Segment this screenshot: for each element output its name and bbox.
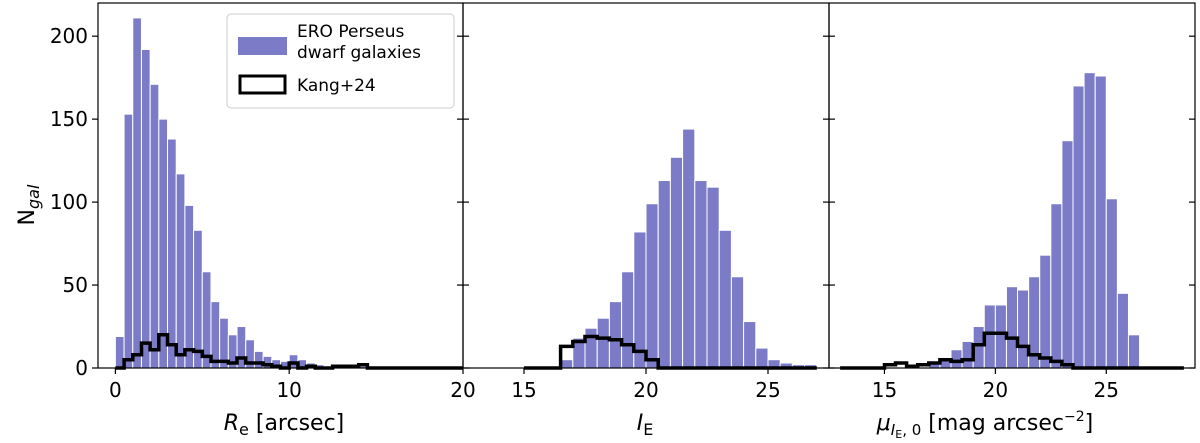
histogram-bar <box>669 156 684 369</box>
y-axis-label: Ngal <box>15 184 43 225</box>
y-tick-label: 50 <box>63 273 88 297</box>
histogram-bar <box>1094 75 1107 369</box>
histogram-bar <box>140 48 151 369</box>
histogram-bar <box>1005 286 1019 369</box>
histogram-bar <box>1061 140 1074 369</box>
histogram-bar <box>132 17 142 369</box>
legend-label-ero-line2: dwarf galaxies <box>297 43 421 63</box>
y-axis-label-sub: gal <box>24 184 43 209</box>
histogram-bar <box>657 180 671 369</box>
histogram-bar <box>718 229 732 369</box>
legend-swatch-ero <box>238 37 287 55</box>
x-tick-label: 15 <box>511 378 536 402</box>
histogram-bar <box>645 203 659 369</box>
histogram-bar <box>1105 198 1118 369</box>
y-tick-label: 150 <box>50 107 88 131</box>
histogram-bar <box>184 204 195 369</box>
x-tick-label: 20 <box>633 378 658 402</box>
histogram-bar <box>1116 292 1129 369</box>
histogram-bar <box>633 231 647 369</box>
histogram-bar <box>1083 72 1096 369</box>
histogram-bar <box>682 128 696 369</box>
x-tick-label: 25 <box>755 378 780 402</box>
histogram-bar <box>608 301 623 369</box>
histogram-bar <box>149 83 160 369</box>
x-tick-label: 15 <box>872 378 897 402</box>
histogram-bar <box>743 321 757 369</box>
histogram-bar <box>1050 203 1063 369</box>
x-tick-label: 20 <box>983 378 1008 402</box>
x-tick-label: 10 <box>276 378 301 402</box>
y-tick-label: 0 <box>75 356 88 380</box>
histogram-bar <box>755 347 769 369</box>
x-tick-label: 20 <box>450 378 475 402</box>
x-axis-label-surface-brightness: μIE, 0 [mag arcsec−2] <box>876 409 1093 441</box>
histogram-bar <box>560 359 574 369</box>
histogram-bar <box>706 186 720 369</box>
histogram-bar <box>158 118 169 369</box>
x-axis-label-size: Re [arcsec] <box>224 411 345 439</box>
legend-label-ero-line1: ERO Perseus <box>297 22 405 42</box>
legend-swatch-kang <box>238 74 287 95</box>
histogram-bar <box>596 317 610 369</box>
y-tick-label: 200 <box>50 24 88 48</box>
histogram-bar <box>730 276 745 369</box>
panel-frame <box>828 2 1196 369</box>
legend: ERO Perseus dwarf galaxies Kang+24 <box>226 13 455 109</box>
histogram-bar <box>621 271 635 369</box>
panel-surface-brightness-histogram: 15 20 25 <box>828 2 1196 402</box>
histogram-bar <box>175 173 186 369</box>
histogram-bar <box>1127 334 1141 369</box>
y-tick-label: 100 <box>50 190 88 214</box>
histogram-bar <box>1039 254 1052 369</box>
panel-magnitude-histogram: 15 20 25 <box>462 2 830 402</box>
histogram-bar <box>1072 85 1085 369</box>
histogram-bar <box>123 113 134 369</box>
histogram-bar <box>193 229 203 369</box>
histogram-bar <box>694 180 708 369</box>
histogram-bar <box>584 327 598 369</box>
x-tick-label: 25 <box>1094 378 1119 402</box>
x-axis-label-magnitude: IE <box>637 411 654 439</box>
x-tick-label: 0 <box>109 378 122 402</box>
legend-label-kang: Kang+24 <box>297 76 376 96</box>
